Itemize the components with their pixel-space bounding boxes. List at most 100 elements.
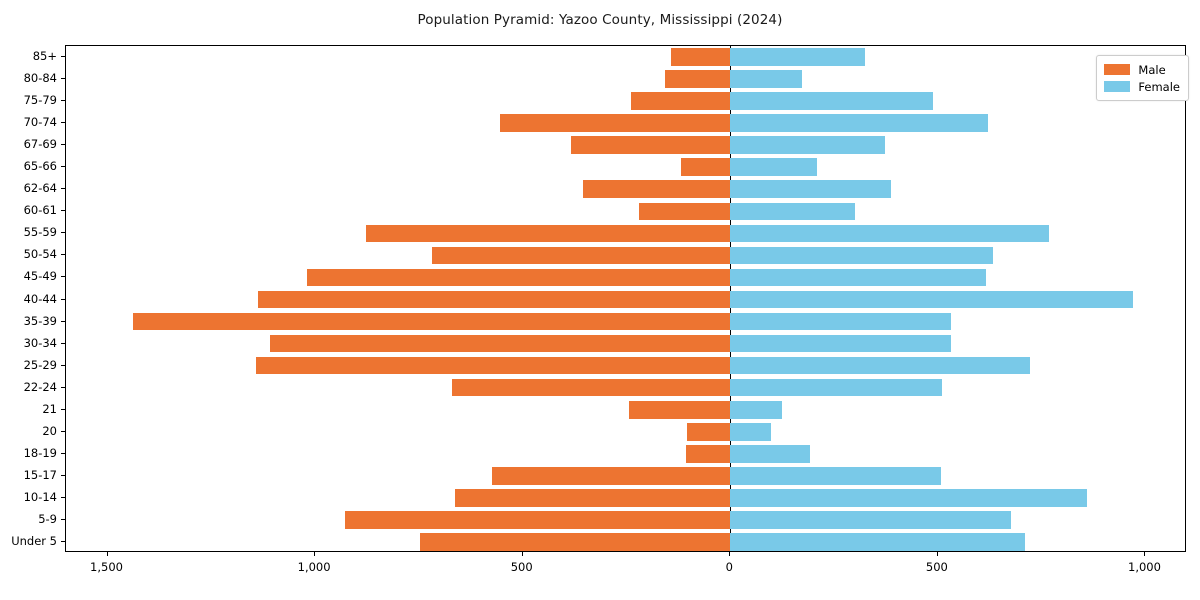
bar-row	[66, 136, 1185, 154]
y-axis-tick-label: 50-54	[23, 247, 57, 262]
bar-female[interactable]	[730, 378, 943, 397]
y-axis-tick-label: 67-69	[23, 137, 57, 152]
bar-female[interactable]	[730, 533, 1026, 551]
y-axis-tick-label: 85+	[32, 49, 57, 64]
bar-female[interactable]	[730, 290, 1133, 309]
bar-female[interactable]	[730, 246, 993, 265]
bar-male[interactable]	[455, 489, 731, 507]
y-axis-tick-label: 62-64	[23, 181, 57, 196]
bar-male[interactable]	[307, 268, 731, 287]
x-axis-tick-label: 1,000	[297, 560, 331, 574]
y-axis-tick-label: 18-19	[23, 445, 57, 460]
bar-male[interactable]	[681, 158, 731, 177]
y-axis-tick-mark	[61, 474, 65, 476]
bar-male[interactable]	[570, 136, 731, 154]
bar-row	[66, 312, 1185, 331]
x-axis-tick-mark	[729, 552, 731, 556]
y-axis-tick-mark	[61, 364, 65, 366]
y-axis-tick-label: 75-79	[23, 93, 57, 108]
y-axis-tick-mark	[61, 56, 65, 58]
y-axis-tick-label: 45-49	[23, 269, 57, 284]
x-axis-tick-mark	[936, 552, 938, 556]
bar-male[interactable]	[344, 511, 731, 529]
bar-female[interactable]	[730, 180, 891, 199]
x-axis-tick-label: 500	[925, 560, 948, 574]
legend-color-swatch	[1104, 81, 1131, 92]
bar-male[interactable]	[366, 224, 731, 243]
bar-row	[66, 290, 1185, 309]
y-axis-tick-label: 25-29	[23, 357, 57, 372]
bar-female[interactable]	[730, 92, 933, 110]
bar-female[interactable]	[730, 70, 802, 88]
legend-label: Male	[1138, 62, 1166, 77]
x-axis-tick-label: 500	[510, 560, 533, 574]
y-axis-tick-mark	[61, 144, 65, 146]
bar-female[interactable]	[730, 224, 1049, 243]
bar-female[interactable]	[730, 467, 941, 485]
bar-male[interactable]	[639, 202, 731, 221]
bar-female[interactable]	[730, 48, 866, 66]
bar-male[interactable]	[670, 48, 731, 66]
bar-row	[66, 422, 1185, 441]
bar-row	[66, 180, 1185, 199]
bar-row	[66, 92, 1185, 110]
y-axis-tick-label: 10-14	[23, 489, 57, 504]
bar-male[interactable]	[500, 114, 731, 132]
bar-male[interactable]	[631, 92, 731, 110]
chart-legend: Male Female	[1096, 55, 1189, 101]
x-axis-tick-label: 0	[725, 560, 733, 574]
bar-male[interactable]	[664, 70, 731, 88]
legend-color-swatch	[1104, 64, 1131, 75]
plot-area	[65, 45, 1186, 552]
bar-female[interactable]	[730, 511, 1012, 529]
y-axis-tick-mark	[61, 452, 65, 454]
y-axis-tick-mark	[61, 320, 65, 322]
legend-label: Female	[1138, 79, 1180, 94]
bar-row	[66, 70, 1185, 88]
bar-female[interactable]	[730, 202, 855, 221]
chart-title: Population Pyramid: Yazoo County, Missis…	[417, 12, 783, 28]
y-axis-tick-mark	[61, 430, 65, 432]
bar-male[interactable]	[629, 400, 731, 419]
bar-male[interactable]	[687, 422, 731, 441]
y-axis-tick-mark	[61, 100, 65, 102]
bar-male[interactable]	[452, 378, 731, 397]
bar-male[interactable]	[431, 246, 731, 265]
bar-male[interactable]	[132, 312, 731, 331]
y-axis-tick-mark	[61, 188, 65, 190]
bar-female[interactable]	[730, 114, 988, 132]
y-axis-tick-label: Under 5	[11, 533, 57, 548]
bar-row	[66, 114, 1185, 132]
bar-female[interactable]	[730, 136, 886, 154]
bar-male[interactable]	[270, 334, 731, 353]
bar-male[interactable]	[583, 180, 731, 199]
y-axis-tick-mark	[61, 408, 65, 410]
bar-male[interactable]	[258, 290, 731, 309]
bar-row	[66, 202, 1185, 221]
bar-row	[66, 158, 1185, 177]
y-axis-tick-label: 65-66	[23, 159, 57, 174]
legend-entry[interactable]: Female	[1104, 78, 1180, 95]
bar-male[interactable]	[419, 533, 731, 551]
y-axis-tick-label: 21	[42, 401, 57, 416]
bar-male[interactable]	[686, 444, 731, 463]
bar-male[interactable]	[256, 356, 731, 375]
x-axis-tick-mark	[106, 552, 108, 556]
bar-female[interactable]	[730, 400, 783, 419]
y-axis-tick-mark	[61, 166, 65, 168]
y-axis-tick-label: 40-44	[23, 291, 57, 306]
bar-female[interactable]	[730, 334, 951, 353]
y-axis-tick-mark	[61, 210, 65, 212]
bar-female[interactable]	[730, 268, 987, 287]
bar-female[interactable]	[730, 312, 951, 331]
bar-female[interactable]	[730, 158, 817, 177]
bar-female[interactable]	[730, 489, 1087, 507]
y-axis-tick-label: 80-84	[23, 71, 57, 86]
bar-female[interactable]	[730, 444, 811, 463]
legend-entry[interactable]: Male	[1104, 61, 1180, 78]
y-axis-tick-label: 30-34	[23, 335, 57, 350]
y-axis-tick-label: 15-17	[23, 467, 57, 482]
bar-female[interactable]	[730, 422, 771, 441]
bar-female[interactable]	[730, 356, 1031, 375]
bar-male[interactable]	[491, 467, 731, 485]
